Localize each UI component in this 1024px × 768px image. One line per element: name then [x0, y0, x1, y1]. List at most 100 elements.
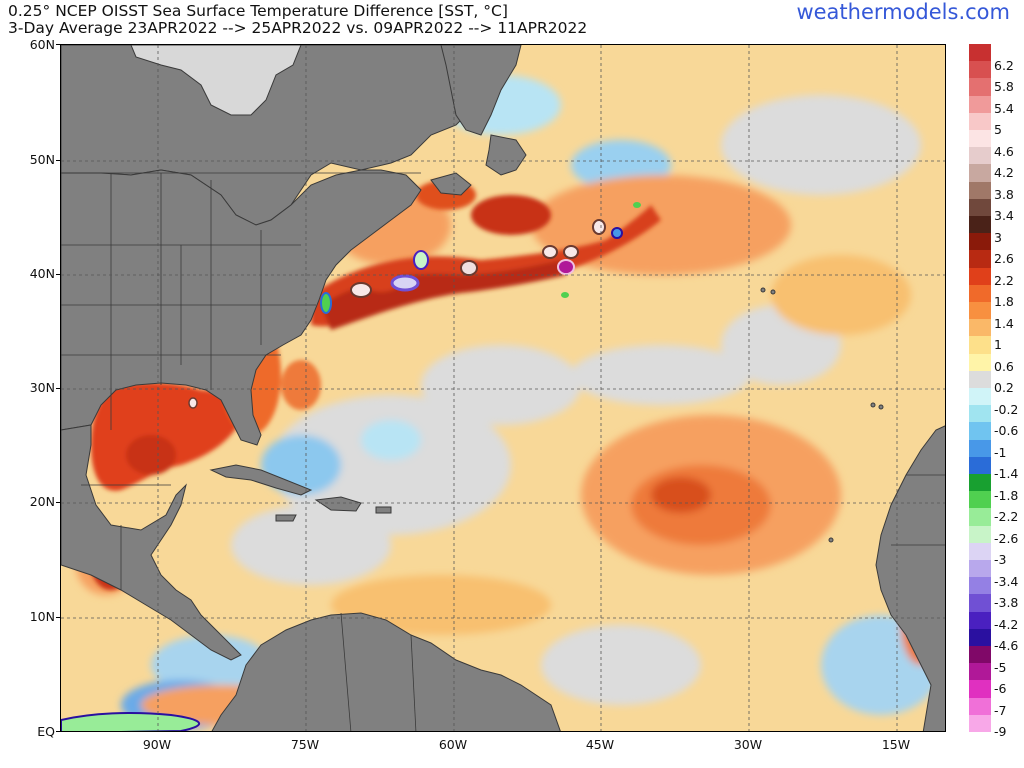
- colorbar-label: -3.8: [994, 595, 1019, 611]
- colorbar-label: 0.2: [994, 380, 1014, 396]
- usa-landmass: [61, 169, 422, 446]
- colorbar-label: 1.4: [994, 315, 1014, 331]
- south-america-landmass: [211, 612, 561, 731]
- lon-label-60w: 60W: [438, 737, 468, 752]
- colorbar-segment: [969, 646, 991, 664]
- colorbar-label: -7: [994, 702, 1007, 718]
- lat-label-20n: 20N: [29, 494, 55, 509]
- hispaniola-island: [314, 496, 362, 512]
- colorbar-label: -0.2: [994, 401, 1019, 417]
- colorbar-label: -5: [994, 659, 1007, 675]
- lat-label-40n: 40N: [29, 266, 55, 281]
- colorbar-label: 2.2: [994, 272, 1014, 288]
- colorbar-label: 0.6: [994, 358, 1014, 374]
- colorbar-label: 4.6: [994, 143, 1014, 159]
- colorbar-segment: [969, 44, 991, 62]
- colorbar-segment: [969, 714, 991, 733]
- colorbar-segment: [969, 388, 991, 406]
- lon-label-90w: 90W: [142, 737, 172, 752]
- colorbar-label: -2.6: [994, 530, 1019, 546]
- lon-label-45w: 45W: [585, 737, 615, 752]
- colorbar-label: 3: [994, 229, 1002, 245]
- colorbar-segment: [969, 577, 991, 595]
- colorbar-segment: [969, 61, 991, 79]
- colorbar-segment: [969, 525, 991, 544]
- colorbar-segment: [969, 353, 991, 372]
- colorbar-segment: [969, 439, 991, 458]
- colorbar-segment: [969, 680, 991, 699]
- colorbar-segment: [969, 147, 991, 165]
- colorbar-segment: [969, 284, 991, 303]
- colorbar-segment: [969, 370, 991, 389]
- sst-difference-map: [60, 44, 946, 732]
- map-title: 0.25° NCEP OISST Sea Surface Temperature…: [8, 2, 508, 20]
- jamaica-island: [275, 514, 297, 522]
- colorbar-segment: [969, 130, 991, 148]
- colorbar-label: -6: [994, 681, 1007, 697]
- colorbar-segment: [969, 336, 991, 355]
- colorbar-segment: [969, 233, 991, 251]
- colorbar-label: -1.8: [994, 487, 1019, 503]
- colorbar-segment: [969, 491, 991, 509]
- newfoundland-island: [485, 134, 527, 176]
- colorbar-segment: [969, 422, 991, 441]
- colorbar-segment: [969, 594, 991, 613]
- colorbar-label: 5.8: [994, 79, 1014, 95]
- map-canvas: [61, 45, 945, 731]
- mexico-landmass: [61, 424, 242, 661]
- lat-label-30n: 30N: [29, 380, 55, 395]
- colorbar-label: -3.4: [994, 573, 1019, 589]
- political-boundaries: [61, 172, 945, 731]
- lat-tick: [56, 44, 60, 45]
- colorbar-segment: [969, 112, 991, 131]
- colorbar-segment: [969, 216, 991, 234]
- colorbar-label: -4.6: [994, 638, 1019, 654]
- puerto-rico-island: [375, 506, 392, 514]
- colorbar-label: 2.6: [994, 251, 1014, 267]
- lat-tick: [56, 502, 60, 503]
- colorbar-segment: [969, 198, 991, 217]
- colorbar-label: 3.4: [994, 208, 1014, 224]
- colorbar-label: -1.4: [994, 466, 1019, 482]
- colorbar-segment: [969, 319, 991, 337]
- colorbar-label: -1: [994, 444, 1007, 460]
- lat-tick: [56, 160, 60, 161]
- colorbar-label: -0.6: [994, 423, 1019, 439]
- brand-link[interactable]: weathermodels.com: [796, 0, 1010, 24]
- colorbar-label: 4.2: [994, 165, 1014, 181]
- colorbar-label: 6.2: [994, 58, 1014, 73]
- lat-label-50n: 50N: [29, 152, 55, 167]
- africa-landmass: [875, 425, 945, 731]
- lat-tick: [56, 274, 60, 275]
- lat-tick: [56, 388, 60, 389]
- colorbar-segment: [969, 542, 991, 561]
- colorbar-segment: [969, 697, 991, 716]
- colorbar-label: 1: [994, 337, 1002, 353]
- lon-label-75w: 75W: [290, 737, 320, 752]
- colorbar-label: 3.8: [994, 186, 1014, 202]
- colorbar-label: -4.2: [994, 616, 1019, 632]
- lat-tick: [56, 731, 60, 732]
- pacific-cold-anomaly: [61, 711, 201, 731]
- lat-label-60n: 60N: [29, 37, 55, 52]
- labrador-landmass: [440, 45, 522, 136]
- colorbar-segment: [969, 456, 991, 475]
- nova-scotia-landmass: [430, 172, 472, 196]
- colorbar-segment: [969, 95, 991, 114]
- lat-label-eq: EQ: [37, 724, 55, 739]
- colorbar-segment: [969, 474, 991, 492]
- lat-lon-grid: [61, 45, 945, 731]
- colorbar-segment: [969, 628, 991, 647]
- colorbar-segment: [969, 181, 991, 200]
- colorbar-label: 1.8: [994, 294, 1014, 310]
- lon-label-15w: 15W: [881, 737, 911, 752]
- colorbar-segment: [969, 78, 991, 97]
- colorbar-label: 5.4: [994, 100, 1014, 116]
- colorbar-label: -3: [994, 552, 1007, 568]
- cuba-island: [209, 464, 313, 496]
- lat-label-10n: 10N: [29, 609, 55, 624]
- colorbar-segment: [969, 164, 991, 183]
- colorbar: [969, 44, 991, 733]
- land-masses: [61, 45, 945, 731]
- colorbar-label: -9: [994, 724, 1007, 739]
